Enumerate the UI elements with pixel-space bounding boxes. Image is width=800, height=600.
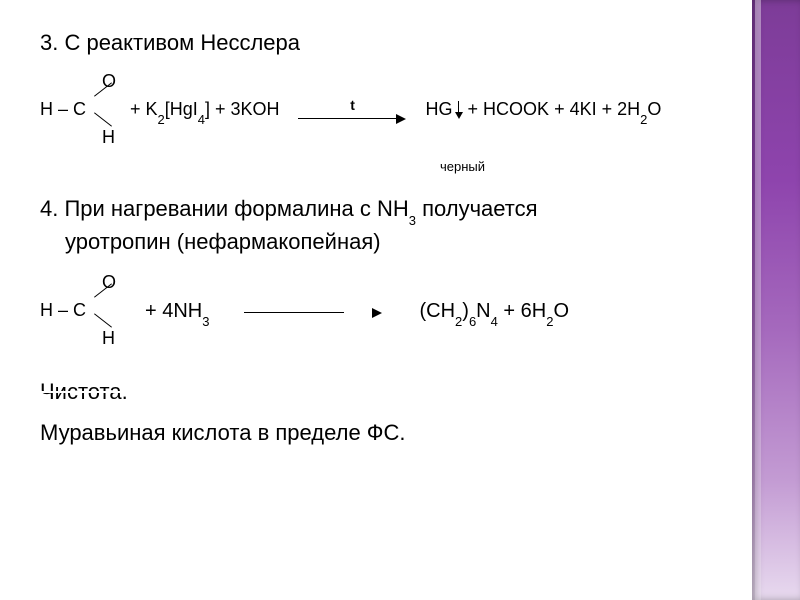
r1-rest: + HCOOK + 4KI + 2H <box>463 99 641 119</box>
s4-nh-sub: 3 <box>409 213 416 228</box>
reaction-2: O H – C H + 4NH3 (CH2)6N4 + 6H2O <box>40 272 735 352</box>
aldehyde-h: H <box>102 127 115 148</box>
aldehyde-structure-2: O H – C H <box>40 272 130 352</box>
s4-line1: 4. При нагревании формалина с NH <box>40 196 409 221</box>
aldehyde2-hc: H – C <box>40 300 86 321</box>
r2-ch2-sub: 2 <box>455 314 462 329</box>
reaction-arrow-2 <box>244 305 384 319</box>
r2-6-sub: 6 <box>469 314 476 329</box>
precipitate-color-label: черный <box>440 159 735 174</box>
s4-line2: уротропин (нефармакопейная) <box>65 229 381 254</box>
aldehyde2-h: H <box>102 328 115 349</box>
r1-hgi: [HgI <box>165 99 198 119</box>
purity-heading: Чистота. <box>40 379 128 404</box>
purity-text: Муравьиная кислота в пределе ФС. <box>40 418 735 449</box>
r1-o: O <box>647 99 661 119</box>
r2-nh3: + 4NH <box>145 300 202 322</box>
r1-hg: HG <box>426 99 453 119</box>
r1-hgi-sub: 4 <box>198 112 205 127</box>
r1-k2: + K <box>130 99 158 119</box>
section-4-text: 4. При нагревании формалина с NH3 получа… <box>40 194 735 257</box>
decorative-sidebar <box>752 0 800 600</box>
r1-close: ] + 3KOH <box>205 99 280 119</box>
r2-n: N <box>476 300 490 322</box>
aldehyde-structure-1: O H – C H <box>40 71 130 151</box>
section-3-title: 3. С реактивом Несслера <box>40 30 735 56</box>
r1-h2o-sub: 2 <box>640 112 647 127</box>
aldehyde-hc: H – C <box>40 99 86 120</box>
r2-o: O <box>553 300 569 322</box>
purity-label: Чистота. <box>40 377 735 408</box>
precipitate-arrow-icon <box>455 101 463 119</box>
r2-ch2: (CH <box>419 300 455 322</box>
reaction-arrow-1: t <box>298 97 408 125</box>
reaction-1-formula: + K2[HgI4] + 3KOH t HG + HCOOK + 4KI + 2… <box>130 97 661 125</box>
r2-n-sub: 4 <box>491 314 498 329</box>
r2-h2o-sub: 2 <box>546 314 553 329</box>
s4-line1-end: получается <box>416 196 538 221</box>
r1-k2-sub: 2 <box>158 112 165 127</box>
r2-close: ) <box>462 300 469 322</box>
reaction-1: O H – C H + K2[HgI4] + 3KOH t HG + HCOOK… <box>40 71 735 174</box>
r2-nh3-sub: 3 <box>202 314 209 329</box>
r2-h2o: + 6H <box>498 300 546 322</box>
